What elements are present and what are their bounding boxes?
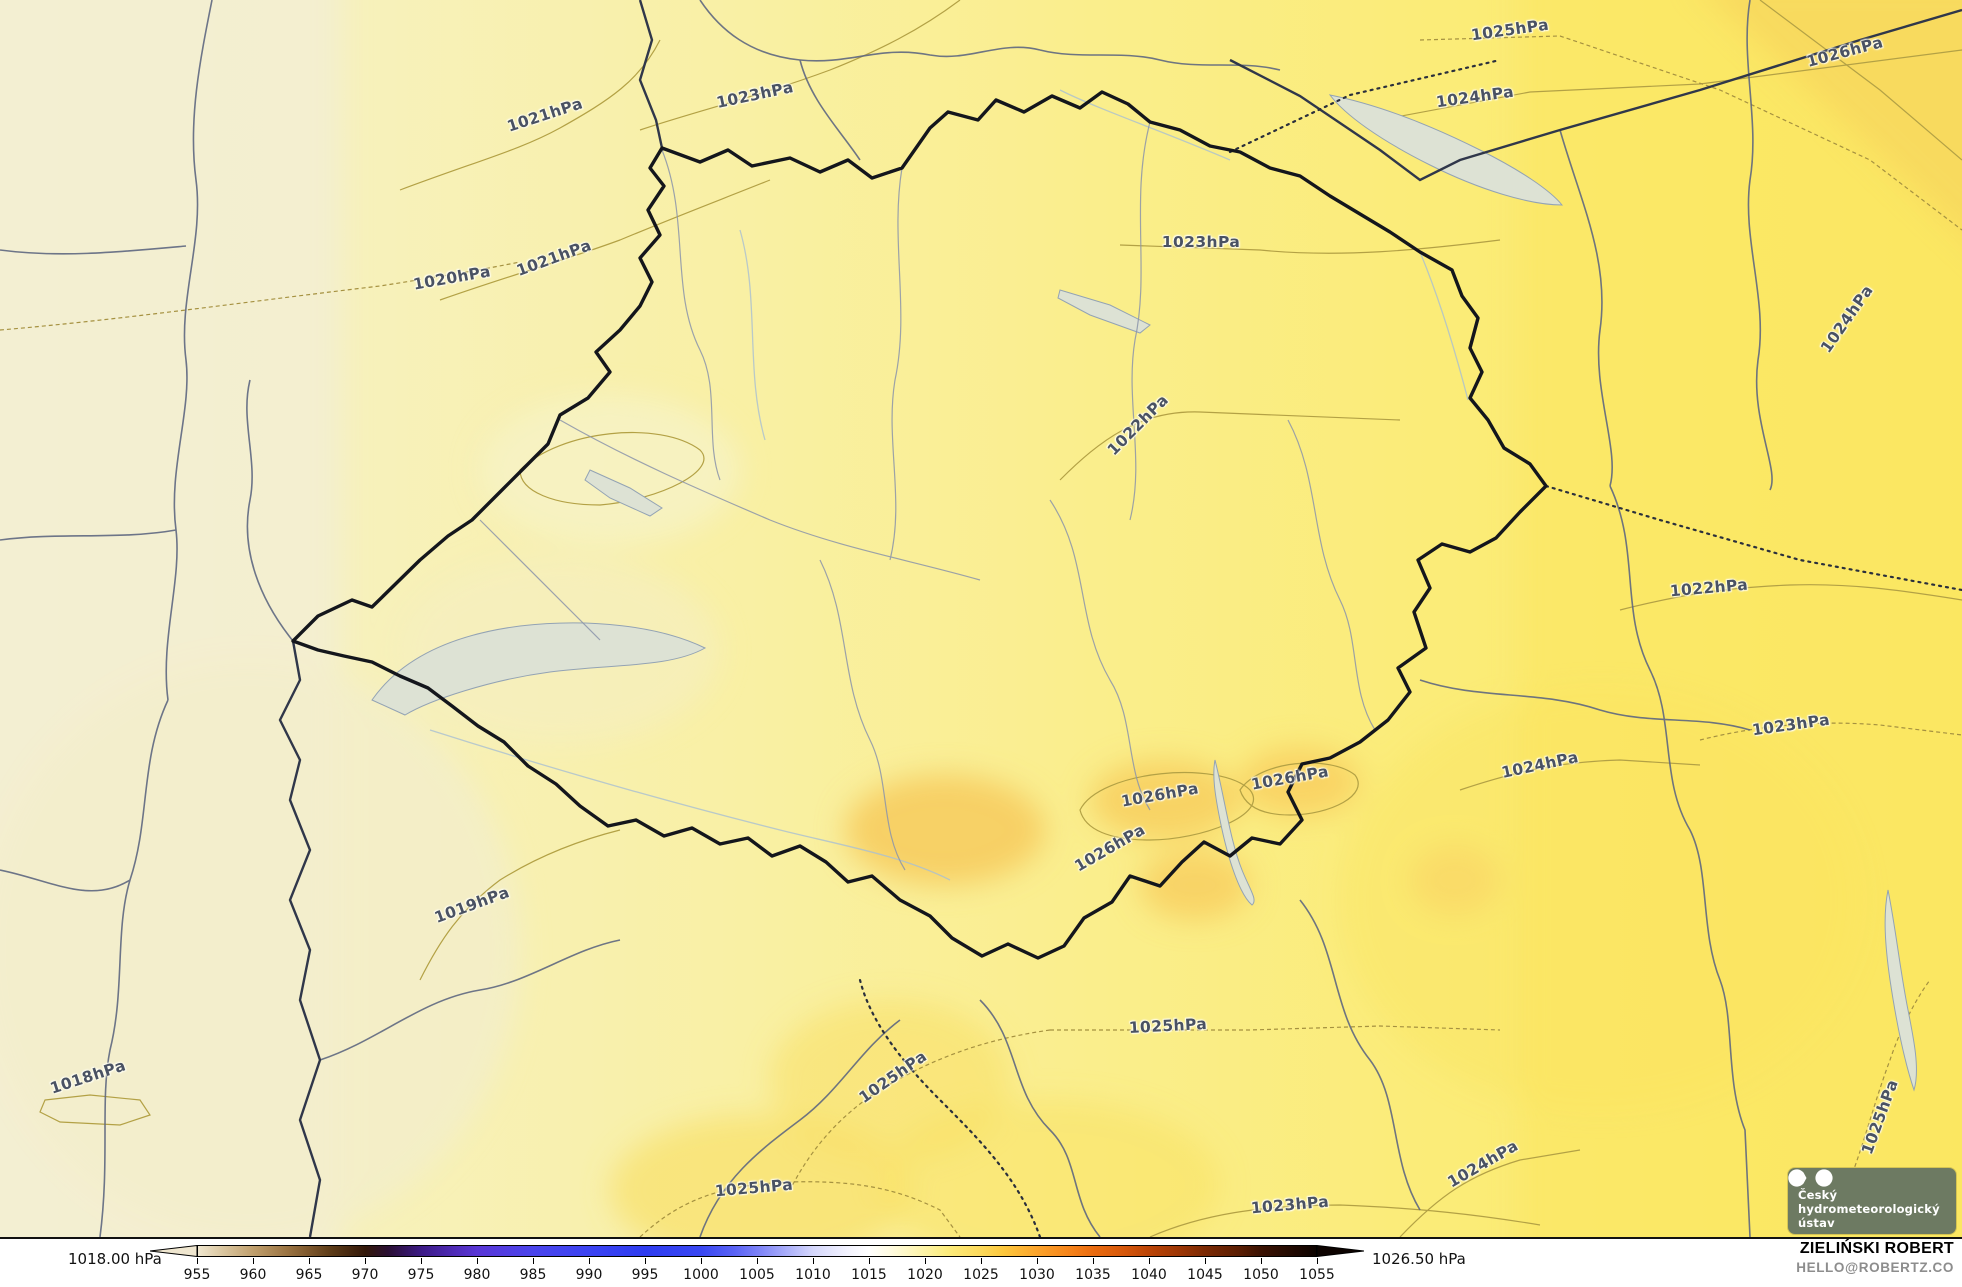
logo-line-3: ústav: [1798, 1216, 1835, 1231]
colorbar-tick-label: 955: [183, 1267, 211, 1283]
colorbar-tick: [757, 1258, 758, 1264]
colorbar-tick-label: 1010: [795, 1267, 831, 1283]
colorbar-tick-label: 975: [407, 1267, 435, 1283]
colorbar-tick-label: 1035: [1075, 1267, 1111, 1283]
colorbar-tick-label: 990: [575, 1267, 603, 1283]
colorbar-tick: [589, 1258, 590, 1264]
disputed-dotted-borders: [858, 58, 1962, 1237]
colorbar-strip: 1018.00 hPa 955 960 965 970 975 980 985 990 995 1…: [0, 1239, 1962, 1287]
colorbar-tick-label: 1040: [1131, 1267, 1167, 1283]
colorbar-tick: [981, 1258, 982, 1264]
colorbar-tick: [477, 1258, 478, 1264]
colorbar-left-arrow: [150, 1245, 198, 1257]
logo-line-1: Český: [1798, 1188, 1838, 1202]
pressure-map: 1021hPa 1023hPa 1025hPa 1026hPa 1024hPa 1021h…: [0, 0, 1962, 1239]
colorbar-tick-label: 980: [463, 1267, 491, 1283]
colorbar-tick-label: 1045: [1187, 1267, 1223, 1283]
colorbar-right-arrow: [1316, 1245, 1364, 1257]
colorbar: 955 960 965 970 975 980 985 990 995 1000 1005 1010 1…: [150, 1245, 1365, 1285]
colorbar-tick: [197, 1258, 198, 1264]
colorbar-max-label: 1026.50 hPa: [1372, 1250, 1466, 1268]
national-borders: [278, 0, 1962, 1237]
colorbar-tick: [1205, 1258, 1206, 1264]
colorbar-tick-label: 1005: [739, 1267, 775, 1283]
lakes: [371, 94, 1917, 1092]
isobar-contours: [0, 0, 1962, 1237]
canton-borders: [479, 121, 1376, 871]
admin-borders: [0, 0, 1773, 1237]
colorbar-gradient: [197, 1245, 1317, 1257]
colorbar-tick: [1149, 1258, 1150, 1264]
colorbar-tick: [813, 1258, 814, 1264]
colorbar-tick: [1261, 1258, 1262, 1264]
logo-line-2: hydrometeorologický: [1798, 1202, 1940, 1217]
colorbar-tick-label: 1000: [683, 1267, 719, 1283]
colorbar-tick: [925, 1258, 926, 1264]
chmu-logo: Český hydrometeorologický ústav: [1788, 1168, 1956, 1234]
colorbar-tick: [1037, 1258, 1038, 1264]
colorbar-tick: [253, 1258, 254, 1264]
switzerland-border: [291, 90, 1548, 960]
colorbar-tick-label: 970: [351, 1267, 379, 1283]
chmu-logo-icon: [1788, 1169, 1833, 1187]
colorbar-tick: [365, 1258, 366, 1264]
colorbar-tick-label: 1030: [1019, 1267, 1055, 1283]
pressure-shading: [0, 0, 1962, 1237]
colorbar-tick: [1317, 1258, 1318, 1264]
colorbar-tick-label: 1020: [907, 1267, 943, 1283]
colorbar-tick-label: 1025: [963, 1267, 999, 1283]
colorbar-tick: [421, 1258, 422, 1264]
colorbar-tick-label: 1055: [1299, 1267, 1335, 1283]
colorbar-tick-label: 960: [239, 1267, 267, 1283]
credit-block: ZIELIŃSKI ROBERT HELLO@ROBERTZ.CO: [1796, 1240, 1954, 1275]
colorbar-tick: [869, 1258, 870, 1264]
map-canvas: [0, 0, 1962, 1237]
colorbar-tick-label: 985: [519, 1267, 547, 1283]
colorbar-tick: [645, 1258, 646, 1264]
colorbar-tick: [309, 1258, 310, 1264]
colorbar-tick-label: 995: [631, 1267, 659, 1283]
colorbar-min-label: 1018.00 hPa: [68, 1250, 162, 1268]
author-contact: HELLO@ROBERTZ.CO: [1796, 1260, 1954, 1275]
colorbar-tick-label: 1015: [851, 1267, 887, 1283]
author-name: ZIELIŃSKI ROBERT: [1799, 1240, 1954, 1257]
colorbar-tick: [701, 1258, 702, 1264]
colorbar-tick: [1093, 1258, 1094, 1264]
colorbar-tick: [533, 1258, 534, 1264]
chmu-logo-text: Český hydrometeorologický ústav: [1798, 1188, 1940, 1230]
colorbar-tick-label: 965: [295, 1267, 323, 1283]
colorbar-tick-label: 1050: [1243, 1267, 1279, 1283]
